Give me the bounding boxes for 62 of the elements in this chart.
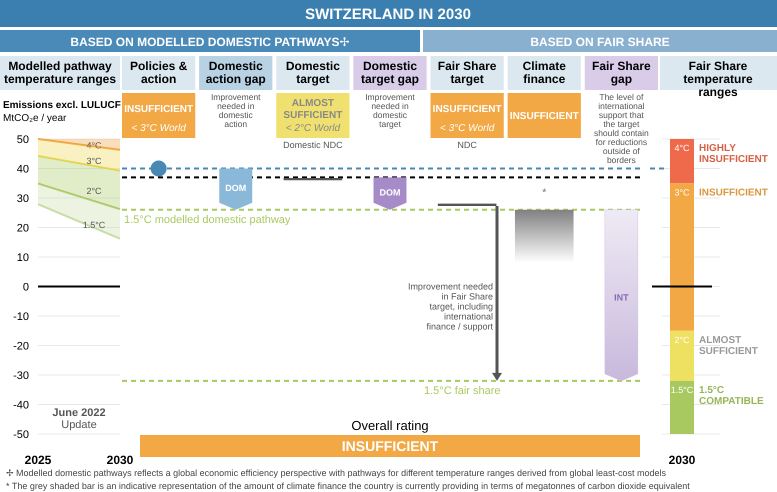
annotation: DOM — [380, 188, 400, 198]
annotation: Domestic NDC — [283, 140, 344, 150]
y-tick-label: 0 — [22, 282, 29, 294]
series-label: 3°C — [674, 187, 690, 198]
x-tick-label: Policies & action — [130, 59, 188, 86]
annotation: 1.5°C COMPATIBLE — [699, 384, 764, 407]
x-tick-label: Fair Share gap — [592, 59, 652, 86]
text: BASED ON FAIR SHARE — [530, 35, 670, 49]
x-tick-label: Fair Share target — [438, 59, 497, 86]
chart-title: SWITZERLAND IN 2030 — [305, 6, 471, 23]
text: < 2°C World — [286, 123, 340, 134]
annotation: DOM — [225, 183, 246, 194]
series-label: 1.5°C — [670, 384, 694, 395]
series-label: 1.5°C — [82, 220, 106, 230]
text: * The grey shaded bar is an indicative representation of the amount of climate finance the country is currently providing in terms of megatonnes of carbon dioxide equivalent — [6, 481, 690, 491]
text: INSUFFICIENT — [124, 104, 194, 115]
x-tick-label: Climate finance — [522, 59, 566, 86]
y-tick-label: -20 — [13, 340, 29, 352]
series-label: 4°C — [674, 143, 690, 153]
annotation: * — [542, 186, 548, 199]
series-label: 2°C — [86, 186, 102, 196]
annotation: Improvement needed in Fair Share target, including international finance / support — [408, 281, 494, 332]
text: < 3°C World — [440, 123, 495, 134]
y-tick-label: 30 — [16, 193, 29, 205]
y-tick-label: 10 — [16, 252, 29, 264]
annotation: Overall rating — [351, 418, 429, 433]
y-tick-label: -10 — [13, 311, 29, 323]
annotation: ALMOST SUFFICIENT — [699, 334, 758, 357]
y-tick-label: 50 — [16, 134, 29, 146]
text: INSUFFICIENT — [432, 104, 502, 115]
y-tick-label: 20 — [16, 222, 29, 234]
x-tick-label: 2030 — [106, 453, 134, 467]
annotation: INT — [614, 292, 630, 302]
series-label: 3°C — [86, 156, 102, 166]
y-tick-label: -30 — [13, 370, 29, 382]
x-tick-label: 2030 — [668, 453, 696, 467]
text: Improvement needed in domestic target — [365, 92, 416, 129]
y-axis-title: Emissions excl. LULUCF MtCO₂e / year — [3, 100, 121, 124]
ref-line-label: 1.5°C fair share — [424, 384, 501, 397]
text: ALMOST SUFFICIENT — [283, 98, 342, 121]
annotation: INSUFFICIENT — [699, 187, 768, 198]
annotation: HIGHLY INSUFFICIENT — [699, 143, 768, 165]
x-tick-label: Domestic action gap — [206, 59, 266, 86]
annotation: The level of international support that the target should contain for reductions outside of borders — [594, 92, 650, 165]
text: BASED ON MODELLED DOMESTIC PATHWAYS✢ — [70, 35, 350, 49]
text: Improvement needed in domestic action — [210, 92, 262, 129]
y-tick-label: 40 — [16, 164, 29, 176]
annotation: Update — [61, 419, 97, 431]
text: INSUFFICIENT — [342, 438, 439, 454]
x-tick-label: Domestic target — [286, 59, 340, 86]
x-tick-label: Domestic target gap — [360, 59, 420, 86]
series-label: 2°C — [674, 334, 690, 345]
x-tick-label: 2025 — [24, 453, 52, 467]
text: INSUFFICIENT — [510, 111, 579, 122]
text: < 3°C World — [131, 123, 186, 134]
text: ✢ Modelled domestic pathways reflects a global economic efficiency perspective with pathways for different temperature ranges derived from global least-cost models — [6, 468, 667, 478]
y-tick-label: -50 — [13, 429, 29, 441]
annotation: June 2022 — [52, 407, 106, 419]
annotation: NDC — [457, 140, 478, 150]
y-tick-label: -40 — [13, 400, 29, 412]
ref-line-label: 1.5°C modelled domestic pathway — [124, 214, 291, 226]
chart-title: Fair Share temperature ranges — [683, 59, 754, 99]
